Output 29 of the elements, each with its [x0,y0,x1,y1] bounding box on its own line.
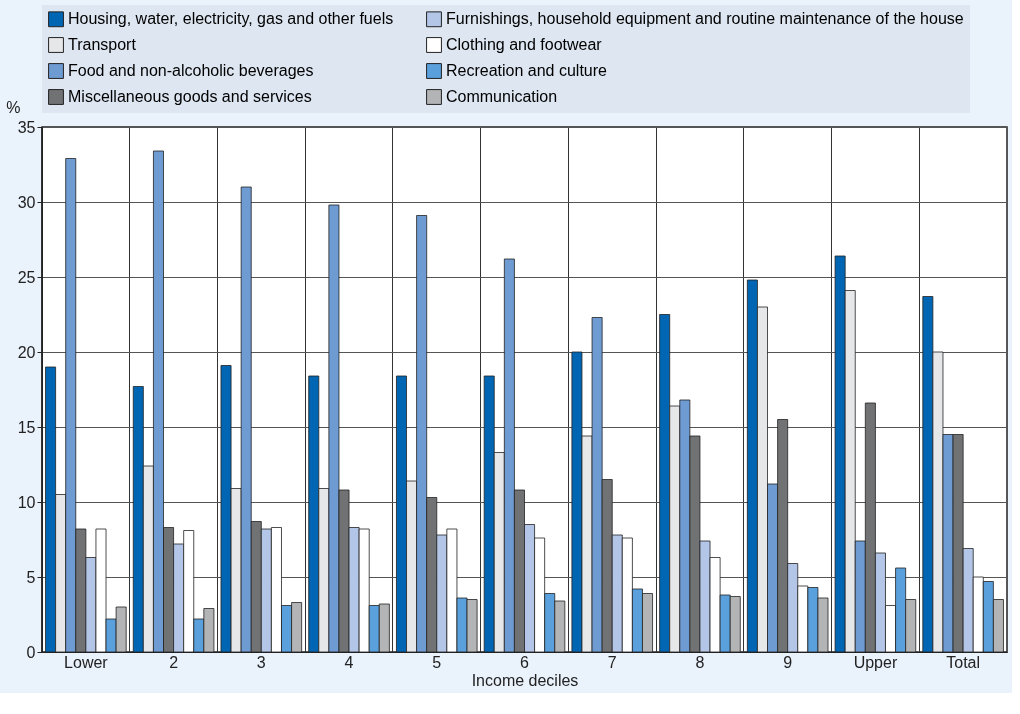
y-tick-label: 15 [17,418,36,436]
x-tick-label: 6 [520,653,530,671]
y-tick-label: 0 [26,643,36,661]
x-axis-title: Income deciles [471,671,579,689]
y-tick-label: 5 [26,568,36,586]
y-tick-label: 30 [17,193,36,211]
legend-label: Furnishings, household equipment and routine maintenance of the house [446,10,964,28]
legend-label: Housing, water, electricity, gas and other fuels [68,10,394,28]
x-tick-label: 3 [256,653,266,671]
x-tick-label: 2 [169,653,179,671]
x-tick-label: 9 [783,653,793,671]
legend-label: Miscellaneous goods and services [68,88,312,105]
y-tick-label: 25 [17,268,36,286]
y-tick-label: 35 [17,118,36,136]
legend-label: Transport [68,36,137,53]
legend-label: Recreation and culture [446,62,608,79]
x-tick-label: 7 [607,653,617,671]
x-tick-label: Total [946,653,981,671]
y-tick-label: 10 [17,493,36,511]
y-tick-label: 20 [17,343,36,361]
x-tick-label: 4 [344,653,354,671]
x-tick-label: 8 [695,653,705,671]
x-tick-label: Lower [64,653,109,671]
legend-label: Clothing and footwear [446,36,603,53]
x-tick-label: Upper [853,653,898,671]
y-axis-title: % [6,98,21,116]
x-tick-label: 5 [432,653,442,671]
legend-label: Food and non-alcoholic beverages [68,62,314,79]
legend-label: Communication [446,88,558,105]
